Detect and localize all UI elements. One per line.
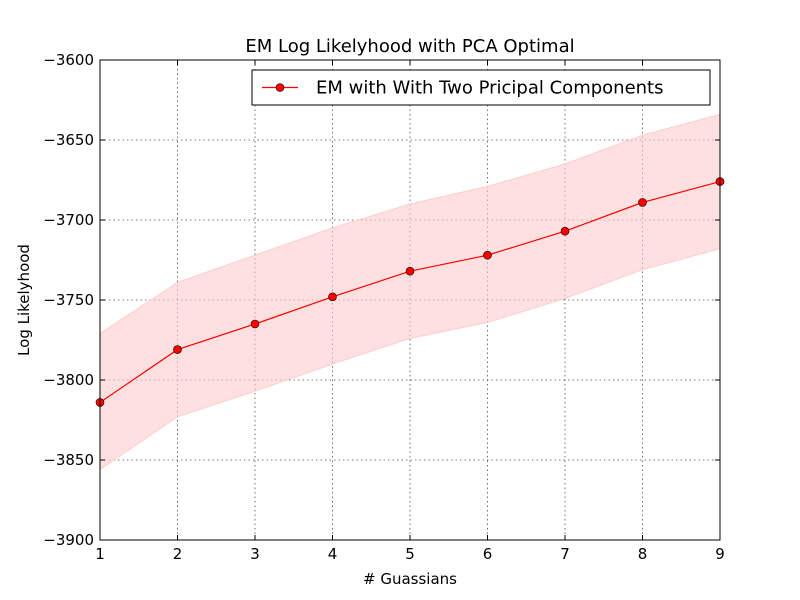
- y-tick-label: −3650: [43, 131, 94, 149]
- legend-marker-swatch: [275, 83, 285, 92]
- data-point: [173, 345, 182, 354]
- y-tick-label: −3600: [43, 51, 94, 69]
- data-point: [638, 198, 647, 207]
- y-axis-label: Log Likelyhood: [15, 244, 33, 356]
- y-tick-label: −3900: [43, 531, 94, 549]
- x-tick-label: 9: [715, 545, 725, 563]
- y-tick-label: −3700: [43, 211, 94, 229]
- data-point: [483, 250, 492, 260]
- axis-ticks: [99, 59, 721, 541]
- data-point: [405, 266, 415, 276]
- x-tick-label: 7: [560, 545, 570, 563]
- y-tick-label: −3800: [43, 371, 94, 389]
- x-tick-label: 2: [173, 545, 183, 563]
- y-tick-label: −3750: [43, 291, 94, 309]
- x-tick-label: 6: [483, 545, 493, 563]
- legend: EM with With Two Pricipal Components: [251, 69, 711, 106]
- legend-entry-label: EM with With Two Pricipal Components: [316, 78, 664, 99]
- data-point: [328, 292, 337, 302]
- x-axis-label: # Guassians: [363, 570, 457, 588]
- legend-box: [251, 69, 711, 106]
- data-point: [250, 319, 260, 329]
- x-tick-label: 5: [405, 545, 415, 563]
- x-tick-label: 8: [638, 545, 648, 563]
- x-tick-label: 4: [328, 545, 338, 563]
- chart-title: EM Log Likelyhood with PCA Optimal: [245, 36, 574, 57]
- x-tick-label: 3: [250, 545, 260, 563]
- data-point: [560, 226, 570, 236]
- tick-labels: 1 2 3 4 5 6 7 8 9 −3900 −3850 −3800 −3750 −3700 −3650 −…: [43, 51, 725, 563]
- y-tick-label: −3850: [43, 451, 94, 469]
- x-tick-label: 1: [95, 545, 105, 563]
